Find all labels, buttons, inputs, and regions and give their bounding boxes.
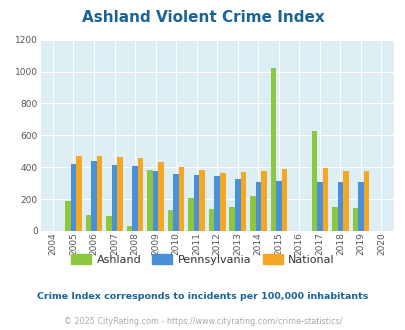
Bar (255, 182, 260, 231)
Bar (147, 170, 152, 231)
Bar (76, 156, 81, 231)
Bar (158, 162, 164, 231)
Bar (188, 198, 194, 231)
Bar (117, 157, 123, 231)
Bar (194, 175, 199, 231)
Bar (342, 171, 348, 231)
Bar (106, 216, 111, 231)
Bar (311, 130, 316, 231)
Bar (249, 196, 255, 231)
Bar (85, 215, 91, 231)
Bar (270, 68, 275, 231)
Bar (229, 207, 234, 231)
Bar (322, 168, 327, 231)
Bar (240, 172, 245, 231)
Bar (132, 166, 138, 231)
Text: Crime Index corresponds to incidents per 100,000 inhabitants: Crime Index corresponds to incidents per… (37, 292, 368, 301)
Bar (275, 181, 281, 231)
Bar (331, 207, 337, 231)
Bar (179, 167, 184, 231)
Bar (209, 210, 214, 231)
Bar (65, 201, 70, 231)
Legend: Ashland, Pennsylvania, National: Ashland, Pennsylvania, National (66, 250, 339, 269)
Bar (220, 173, 225, 231)
Bar (70, 164, 76, 231)
Bar (111, 165, 117, 231)
Bar (234, 179, 240, 231)
Bar (363, 171, 369, 231)
Bar (167, 210, 173, 231)
Bar (281, 169, 286, 231)
Bar (91, 161, 96, 231)
Bar (357, 182, 363, 231)
Bar (352, 208, 357, 231)
Bar (96, 156, 102, 231)
Bar (126, 226, 132, 231)
Bar (260, 171, 266, 231)
Bar (173, 174, 179, 231)
Bar (199, 170, 205, 231)
Text: Ashland Violent Crime Index: Ashland Violent Crime Index (81, 10, 324, 25)
Bar (152, 171, 158, 231)
Bar (138, 158, 143, 231)
Bar (214, 176, 220, 231)
Bar (316, 182, 322, 231)
Bar (337, 182, 342, 231)
Text: © 2025 CityRating.com - https://www.cityrating.com/crime-statistics/: © 2025 CityRating.com - https://www.city… (64, 317, 341, 326)
